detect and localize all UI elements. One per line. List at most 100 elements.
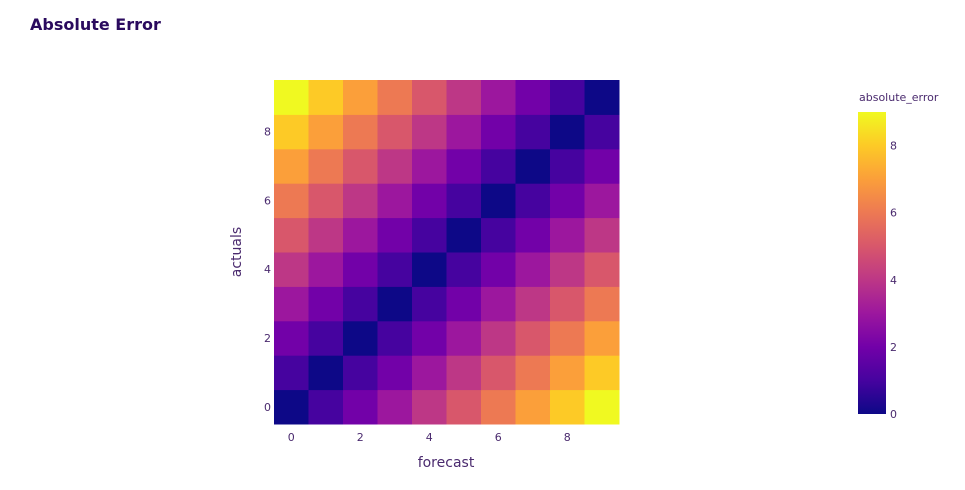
y-tick-label: 6: [264, 194, 271, 207]
heatmap-cell: [481, 114, 516, 150]
heatmap-cell: [550, 183, 585, 219]
heatmap-cell: [274, 286, 309, 322]
heatmap-cell: [446, 389, 482, 425]
heatmap-cell: [412, 114, 447, 150]
heatmap-cell: [343, 148, 378, 184]
colorbar-tick-label: 8: [890, 140, 897, 153]
heatmap-cell: [481, 320, 516, 356]
heatmap-cell: [550, 389, 585, 425]
heatmap-cell: [550, 114, 585, 150]
heatmap-cell: [481, 389, 516, 425]
heatmap-cell: [584, 217, 620, 253]
x-tick-label: 0: [288, 431, 295, 444]
heatmap-cell: [412, 183, 447, 219]
heatmap-cell: [515, 183, 551, 219]
heatmap-cell: [515, 355, 551, 391]
heatmap-cell: [550, 148, 585, 184]
heatmap-cell: [308, 114, 344, 150]
heatmap-cell: [412, 320, 447, 356]
heatmap-cell: [308, 286, 344, 322]
heatmap-cell: [343, 355, 378, 391]
heatmap-cell: [584, 148, 620, 184]
heatmap-cell: [584, 320, 620, 356]
heatmap-cell: [412, 148, 447, 184]
heatmap-cell: [550, 355, 585, 391]
heatmap-cell: [343, 286, 378, 322]
heatmap-cell: [481, 252, 516, 287]
y-axis-label: actuals: [229, 227, 245, 277]
heatmap-cell: [308, 252, 344, 287]
heatmap-cell: [274, 80, 309, 115]
heatmap-cell: [412, 217, 447, 253]
heatmap-cell: [446, 114, 482, 150]
heatmap-cell: [377, 286, 413, 322]
heatmap-cell: [550, 286, 585, 322]
heatmap-cell: [377, 355, 413, 391]
heatmap-cell: [343, 80, 378, 115]
x-axis-label: forecast: [418, 455, 475, 471]
heatmap-cell: [481, 286, 516, 322]
heatmap-cell: [446, 80, 482, 115]
y-tick-label: 0: [264, 401, 271, 414]
colorbar-tick-label: 6: [890, 207, 897, 220]
heatmap-cell: [377, 389, 413, 425]
colorbar: [858, 112, 886, 414]
heatmap-cell: [446, 148, 482, 184]
heatmap-cell: [377, 114, 413, 150]
heatmap-cell: [550, 252, 585, 287]
x-tick-label: 6: [495, 431, 502, 444]
chart-title: Absolute Error: [30, 15, 161, 34]
heatmap-cell: [550, 320, 585, 356]
heatmap-cell: [274, 114, 309, 150]
heatmap-cell: [481, 355, 516, 391]
heatmap-cell: [481, 183, 516, 219]
heatmap-cell: [515, 286, 551, 322]
heatmap-cell: [412, 355, 447, 391]
heatmap-cell: [308, 217, 344, 253]
heatmap-cell: [308, 389, 344, 425]
heatmap-cell: [584, 389, 620, 425]
heatmap-cell: [515, 389, 551, 425]
heatmap-cell: [274, 252, 309, 287]
heatmap-cell: [343, 389, 378, 425]
heatmap-cell: [343, 252, 378, 287]
heatmap-cell: [446, 217, 482, 253]
heatmap-cell: [343, 183, 378, 219]
heatmap-cell: [481, 80, 516, 115]
heatmap-cell: [308, 320, 344, 356]
heatmap-cell: [343, 217, 378, 253]
heatmap-cell: [377, 183, 413, 219]
heatmap-cell: [308, 355, 344, 391]
heatmap-cell: [412, 80, 447, 115]
heatmap-cell: [515, 148, 551, 184]
y-axis-ticks: 0 2 4 6 8: [264, 126, 271, 414]
heatmap-cell: [274, 148, 309, 184]
heatmap-cell: [274, 320, 309, 356]
heatmap-cell: [584, 114, 620, 150]
x-tick-label: 8: [564, 431, 571, 444]
colorbar-tick-label: 4: [890, 274, 897, 287]
heatmap-cell: [584, 252, 620, 287]
heatmap-cell: [446, 286, 482, 322]
heatmap-cell: [446, 355, 482, 391]
heatmap-grid: [274, 80, 620, 425]
heatmap-cell: [481, 148, 516, 184]
colorbar-tick-label: 0: [890, 408, 897, 421]
heatmap-cell: [343, 320, 378, 356]
heatmap-cell: [377, 320, 413, 356]
heatmap-cell: [343, 114, 378, 150]
heatmap-cell: [377, 217, 413, 253]
x-tick-label: 4: [426, 431, 433, 444]
heatmap-cell: [446, 252, 482, 287]
heatmap-cell: [584, 183, 620, 219]
heatmap-cell: [412, 252, 447, 287]
heatmap-cell: [446, 320, 482, 356]
heatmap-cell: [550, 217, 585, 253]
heatmap-cell: [481, 217, 516, 253]
heatmap-cell: [377, 80, 413, 115]
colorbar-title: absolute_error: [859, 91, 939, 104]
heatmap-cell: [274, 183, 309, 219]
heatmap-cell: [308, 80, 344, 115]
heatmap-cell: [584, 80, 620, 115]
